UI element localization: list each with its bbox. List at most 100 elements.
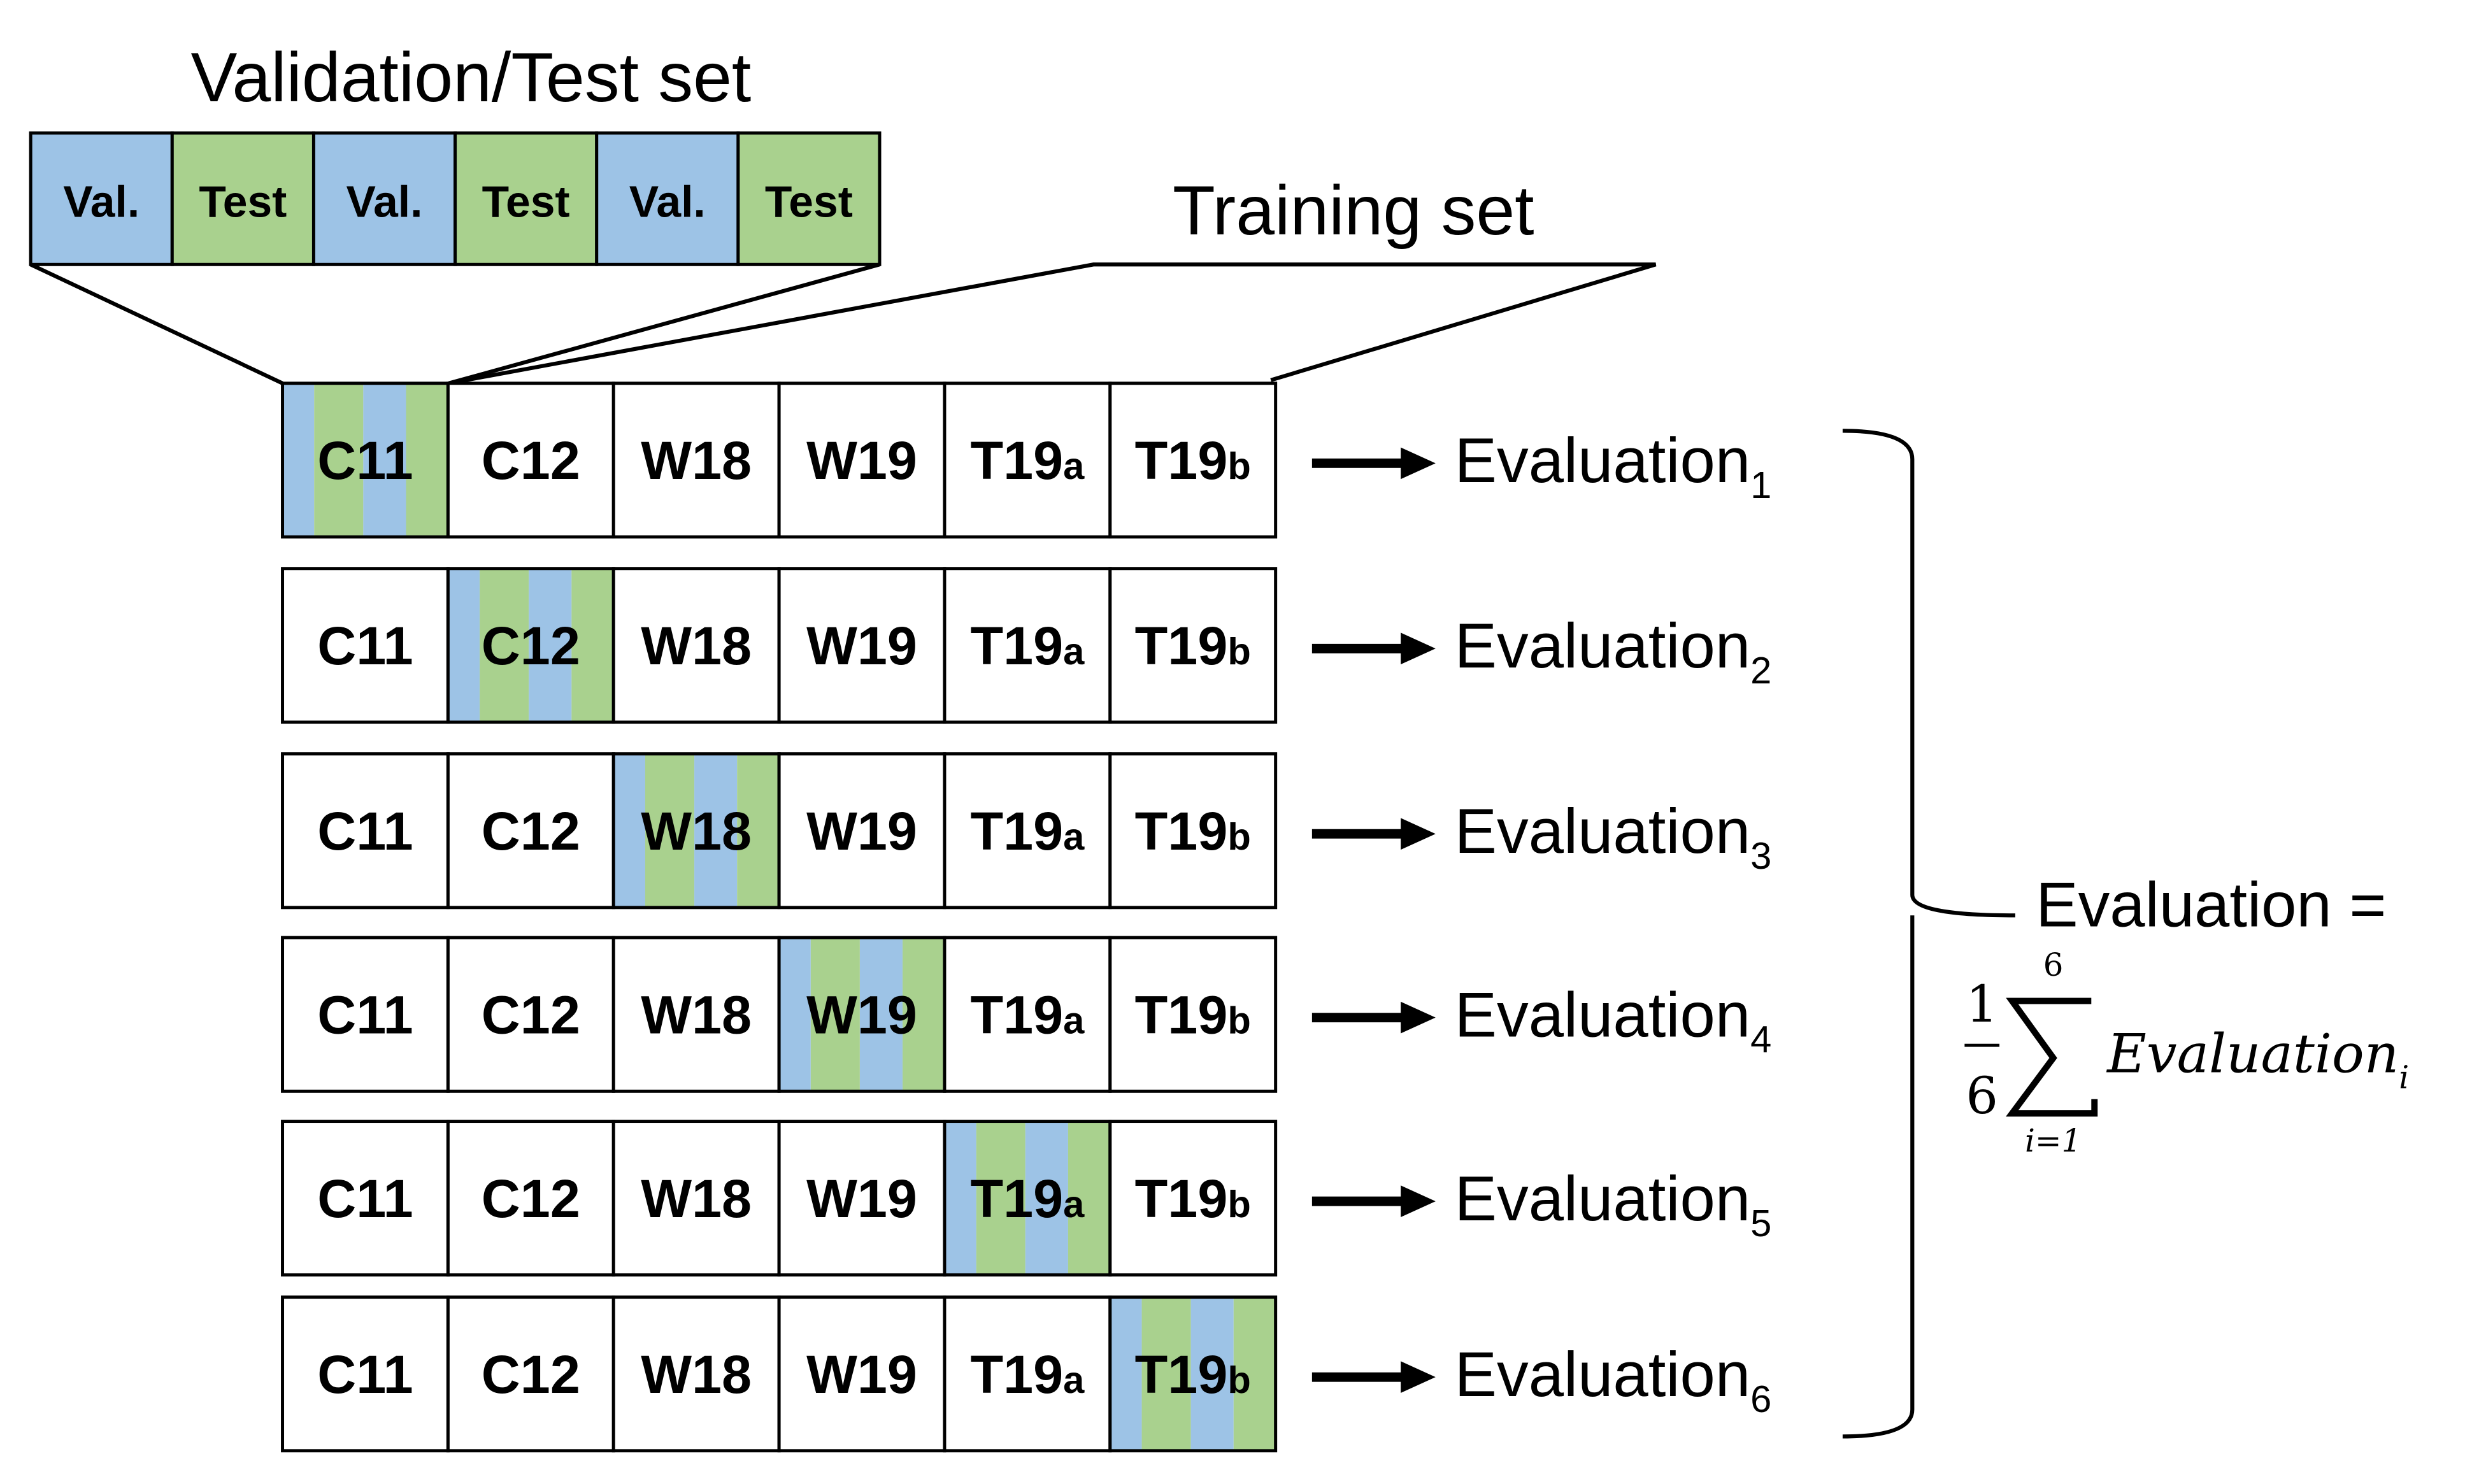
fold-row-4: C11 C12 W18 W19 T19a T19b Evaluation4 — [281, 936, 1772, 1093]
training-cell — [611, 382, 781, 539]
dataset-label: W19 — [806, 1168, 917, 1229]
training-cell — [281, 1295, 450, 1453]
dataset-label: W19 — [806, 801, 917, 861]
training-cell — [943, 752, 1112, 910]
dataset-label: T19a — [970, 801, 1085, 861]
dataset-label: W18 — [641, 615, 752, 676]
dataset-label: W18 — [641, 1168, 752, 1229]
fold-row-6: C11 C12 W18 W19 T19a T19b Evaluation6 — [281, 1295, 1772, 1453]
evaluation-label: Evaluation6 — [1455, 1339, 1772, 1420]
dataset-label: C12 — [482, 1344, 580, 1404]
dataset-label: C11 — [317, 1168, 413, 1229]
fold-row-2: C11 C12 W18 W19 T19a T19b Evaluation2 — [281, 567, 1771, 724]
formula-lhs: Evaluation = — [2036, 870, 2386, 941]
test-stripe — [1068, 1121, 1110, 1275]
dataset-label: C11 — [317, 985, 413, 1045]
dataset-label: C12 — [482, 985, 580, 1045]
dataset-label: T19a — [970, 985, 1085, 1045]
sigma-icon — [2006, 997, 2098, 1117]
dataset-label: T19b — [1135, 985, 1251, 1045]
val-stripe — [529, 568, 572, 722]
val-stripe — [613, 753, 645, 908]
test-stripe — [571, 568, 614, 722]
held-out-cell — [1108, 1295, 1278, 1453]
dataset-label: W19 — [806, 1344, 917, 1404]
dataset-label: T19b — [1135, 430, 1251, 490]
sum-lower: i=1 — [2025, 1122, 2082, 1159]
dataset-label: C11 — [317, 1344, 413, 1404]
test-stripe — [645, 753, 695, 908]
dataset-label: T19b — [1135, 1344, 1251, 1404]
val-stripe — [282, 383, 315, 537]
val-stripe — [859, 938, 903, 1092]
test-stripe — [1141, 1297, 1191, 1451]
training-cell — [446, 382, 615, 539]
fold-row-1: C11 C12 W18 W19 T19a T19b Evaluation1 — [281, 382, 1772, 539]
dataset-label: T19b — [1135, 801, 1251, 861]
arrow-head-icon — [1401, 1001, 1436, 1034]
val-stripe — [1025, 1121, 1068, 1275]
training-cell — [1108, 752, 1278, 910]
dataset-label: W19 — [806, 985, 917, 1045]
dataset-label: T19a — [970, 615, 1085, 676]
segment-label: Val. — [63, 177, 139, 227]
test-stripe — [480, 568, 529, 722]
training-cell — [943, 382, 1112, 539]
evaluation-label: Evaluation4 — [1455, 980, 1772, 1061]
dataset-label: C12 — [482, 801, 580, 861]
training-set-title: Training set — [1173, 172, 1534, 250]
val-stripe — [944, 1121, 976, 1275]
arrow-head-icon — [1401, 1361, 1436, 1394]
sum-upper: 6 — [2043, 946, 2064, 983]
dataset-label: T19b — [1135, 615, 1251, 676]
segment-label: Test — [482, 177, 570, 227]
dataset-label: W18 — [641, 985, 752, 1045]
average-formula: Evaluation = 1 6 6 i=1 Evaluationi — [1964, 870, 2409, 1159]
test-stripe — [737, 753, 780, 908]
training-cell — [777, 1295, 947, 1453]
val-stripe — [1190, 1297, 1234, 1451]
training-cell — [1108, 382, 1278, 539]
test-stripe — [1233, 1297, 1276, 1451]
evaluation-label: Evaluation5 — [1455, 1164, 1772, 1245]
arrow-head-icon — [1401, 818, 1436, 850]
val-stripe — [694, 753, 738, 908]
training-cell — [777, 752, 947, 910]
segment-label: Val. — [347, 177, 423, 227]
fold-rows: C11 C12 W18 W19 T19a T19b Evaluation1 C11 C12 W18… — [281, 382, 1772, 1453]
training-cell — [446, 936, 615, 1093]
dataset-label: W18 — [641, 801, 752, 861]
training-cell — [611, 1120, 781, 1277]
val-stripe — [779, 938, 811, 1092]
evaluation-label: Evaluation1 — [1455, 425, 1772, 506]
dataset-label: T19b — [1135, 1168, 1251, 1229]
segment-test — [170, 131, 315, 266]
training-set-bracket — [448, 262, 1657, 385]
training-cell — [281, 1120, 450, 1277]
fold-row-5: C11 C12 W18 W19 T19a T19b Evaluation5 — [281, 1120, 1772, 1277]
dataset-label: C11 — [317, 801, 413, 861]
dataset-label: W19 — [806, 430, 917, 490]
training-cell — [1108, 936, 1278, 1093]
segment-label: Val. — [629, 177, 706, 227]
validation-test-set-title: Validation/Test set — [191, 39, 752, 117]
dataset-label: C12 — [482, 430, 580, 490]
training-cell — [446, 1295, 615, 1453]
training-cell — [446, 752, 615, 910]
dataset-label: C11 — [317, 615, 413, 676]
val-stripe — [1110, 1297, 1142, 1451]
segment-val — [311, 131, 457, 266]
val-stripe — [363, 383, 406, 537]
training-cell — [943, 936, 1112, 1093]
formula-numerator: 1 — [1966, 974, 1998, 1034]
training-cell — [777, 382, 947, 539]
segment-test — [736, 131, 882, 266]
test-stripe — [810, 938, 860, 1092]
formula-denominator: 6 — [1966, 1066, 1998, 1125]
dataset-label: T19a — [970, 1344, 1085, 1404]
dataset-label: C12 — [482, 615, 580, 676]
dataset-label: C12 — [482, 1168, 580, 1229]
zoom-line-left — [29, 262, 283, 385]
test-stripe — [976, 1121, 1025, 1275]
